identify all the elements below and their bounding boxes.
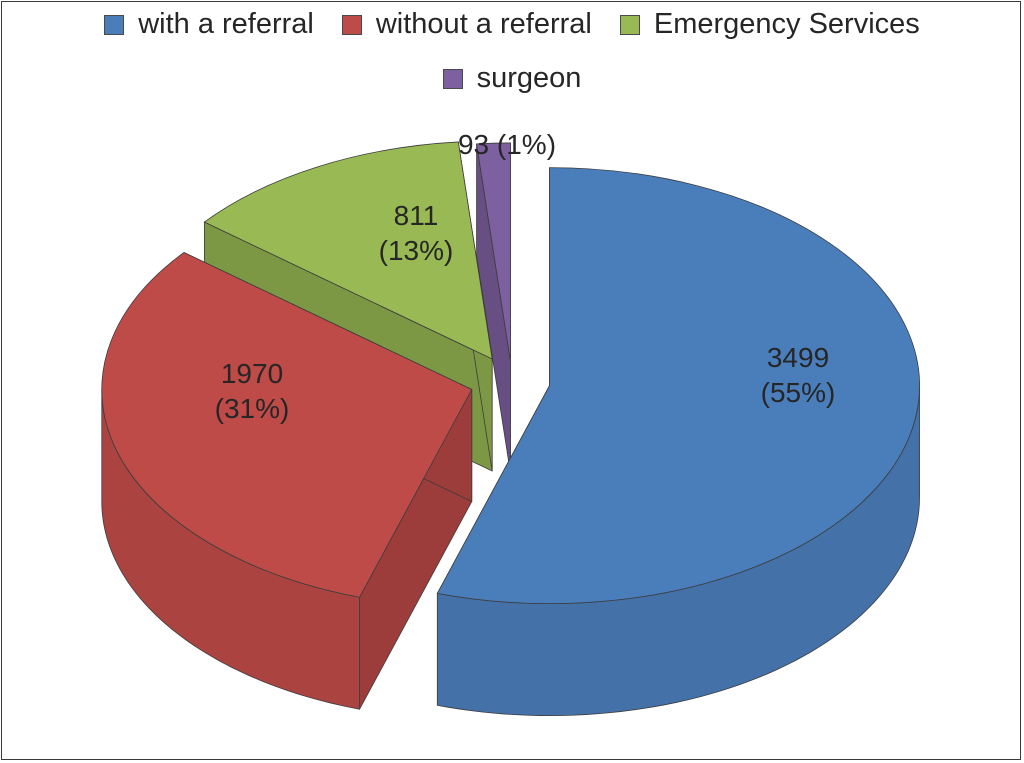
data-label-percent: (31%) <box>214 393 290 424</box>
data-label-percent: (1%) <box>496 129 557 160</box>
legend-item-surgeon[interactable]: surgeon <box>442 62 582 95</box>
legend-item-without-referral[interactable]: without a referral <box>341 8 592 41</box>
legend-row-2: surgeon <box>0 62 1024 95</box>
data-label-percent: (13%) <box>378 235 454 266</box>
legend-label: with a referral <box>138 8 314 40</box>
legend: with a referral without a referral Emerg… <box>0 8 1024 41</box>
data-label-emergency-services: 811 (13%) <box>379 198 454 268</box>
data-label-percent: (55%) <box>760 377 836 408</box>
data-label-surgeon: 93 (1%) <box>458 127 556 162</box>
pie-slice-with-referral <box>436 167 920 605</box>
data-label-value: 811 <box>393 200 439 231</box>
legend-label: Emergency Services <box>653 8 920 40</box>
legend-swatch <box>442 68 463 89</box>
data-label-value: 1970 <box>220 358 284 389</box>
legend-label: surgeon <box>476 62 582 94</box>
legend-label: without a referral <box>375 8 592 40</box>
data-label-value: 3499 <box>766 342 830 373</box>
legend-item-with-referral[interactable]: with a referral <box>104 8 314 41</box>
pie-slice-emergency-services <box>203 141 493 360</box>
legend-swatch <box>341 14 362 35</box>
data-label-without-referral: 1970 (31%) <box>215 356 290 426</box>
legend-swatch <box>104 14 125 35</box>
pie-slice-without-referral <box>101 252 473 598</box>
pie-slice-surgeon <box>476 142 511 362</box>
data-label-value: 93 <box>457 129 490 160</box>
pie-tops <box>101 141 920 605</box>
data-label-with-referral: 3499 (55%) <box>761 340 836 410</box>
legend-swatch <box>619 14 640 35</box>
legend-item-emergency-services[interactable]: Emergency Services <box>619 8 920 41</box>
